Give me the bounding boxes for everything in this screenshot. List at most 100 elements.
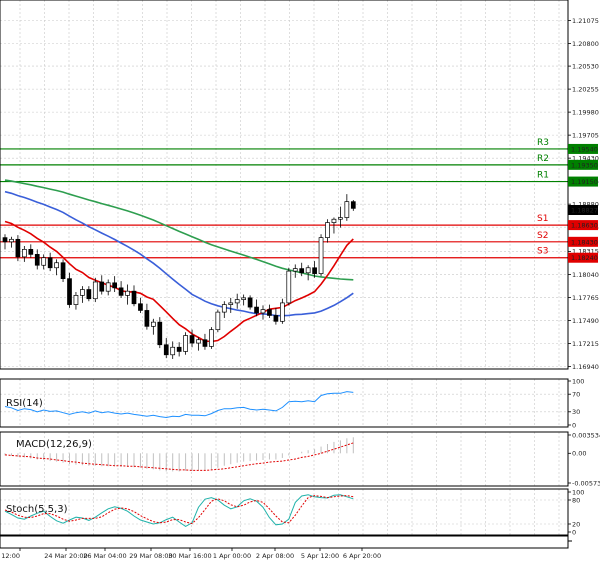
ma-fast-line bbox=[4, 220, 354, 343]
candles bbox=[2, 194, 356, 359]
candle-bear bbox=[47, 257, 53, 269]
candle-bull bbox=[92, 281, 98, 300]
pivot-price-label: 1.18630 bbox=[571, 222, 598, 230]
pivot-price-tag bbox=[568, 236, 598, 247]
macd-label: MACD(12,26,9) bbox=[16, 439, 92, 450]
candle-bull bbox=[331, 218, 337, 223]
pivot-price-label: 1.19350 bbox=[571, 161, 598, 169]
pivot-price-tag bbox=[568, 252, 598, 263]
candle-bear bbox=[247, 297, 253, 308]
axis-tick-label: 20 bbox=[572, 520, 580, 528]
axis-tick-label: 1.20800 bbox=[572, 40, 599, 48]
rsi-pane: RSI(14) 100 70 30 0 bbox=[0, 377, 584, 429]
candle-bull bbox=[54, 262, 59, 269]
time-axis-label: 2 Apr 08:00 bbox=[256, 552, 294, 560]
time-axis-label: 23 Mar 12:00 bbox=[0, 552, 20, 560]
candle-bull bbox=[209, 329, 214, 347]
main-price-axis: 1.21075 1.20800 1.20530 1.20255 1.19980 1.197… bbox=[568, 17, 599, 371]
axis-tick-label: 0 bbox=[572, 528, 576, 536]
candle-bear bbox=[350, 201, 356, 209]
candle-bull bbox=[292, 268, 298, 272]
axis-tick-label: 0.003534 bbox=[572, 431, 600, 439]
candle-bull bbox=[228, 302, 234, 305]
candle-bear bbox=[144, 310, 150, 327]
macd-signal-path bbox=[4, 442, 354, 471]
pivot-level-label: S2 bbox=[537, 231, 548, 241]
time-axis-label: 26 Mar 04:00 bbox=[83, 552, 126, 560]
candle-bear bbox=[28, 249, 34, 255]
candle-bull bbox=[125, 290, 130, 296]
pivot-price-tag bbox=[568, 159, 598, 170]
pivot-price-label: 1.19150 bbox=[571, 178, 598, 186]
axis-tick-label: 1.20530 bbox=[572, 62, 599, 70]
axis-tick-label: 1.18040 bbox=[572, 271, 599, 279]
stoch-main-line bbox=[4, 494, 354, 527]
rsi-line bbox=[4, 391, 354, 419]
candle-bear bbox=[2, 237, 8, 243]
candle-bull bbox=[286, 270, 292, 304]
stoch-grid bbox=[0, 489, 568, 535]
rsi-line-path bbox=[4, 391, 354, 419]
time-axis-label: 5 Apr 12:00 bbox=[301, 552, 339, 560]
candle-bear bbox=[60, 262, 66, 279]
axis-tick-label: 1.18315 bbox=[572, 248, 599, 256]
time-axis-label: 30 Mar 16:00 bbox=[168, 552, 211, 560]
axis-tick-label: 30 bbox=[572, 408, 580, 416]
pivot-price-tag bbox=[568, 220, 598, 231]
axis-tick-label: 1.21075 bbox=[572, 17, 599, 25]
pivot-level-label: R2 bbox=[537, 154, 549, 164]
axis-tick-label: -0.005735 bbox=[572, 479, 600, 487]
stoch-label: Stoch(5,5,3) bbox=[6, 504, 68, 515]
candle-bull bbox=[241, 297, 246, 300]
macd-pane: MACD(12,26,9) 0.003534 0.00 -0.005735 bbox=[0, 431, 600, 487]
candle-bear bbox=[312, 267, 317, 274]
candle-bull bbox=[73, 295, 79, 305]
candle-bear bbox=[131, 290, 137, 305]
axis-tick-label: 100 bbox=[572, 488, 584, 496]
candle-bear bbox=[86, 289, 92, 300]
candle-bear bbox=[273, 315, 279, 322]
candle-bear bbox=[15, 238, 21, 258]
stoch-lines bbox=[4, 494, 354, 527]
pivot-price-tag bbox=[568, 176, 598, 187]
candle-bull bbox=[9, 238, 14, 243]
current-price-label: 1.18827 bbox=[571, 207, 598, 215]
candle-bull bbox=[41, 257, 47, 266]
candle-bull bbox=[22, 249, 27, 258]
axis-tick-label: 0 bbox=[572, 421, 576, 429]
candle-bull bbox=[305, 267, 311, 274]
macd-axis: 0.003534 0.00 -0.005735 bbox=[568, 431, 600, 487]
level-price-tags: 1.19540 1.19350 1.19150 1.18630 1.18430 1.182… bbox=[568, 143, 598, 263]
candle-bull bbox=[80, 289, 85, 296]
candle-bull bbox=[234, 299, 240, 304]
macd-signal-line bbox=[4, 442, 354, 471]
axis-tick-label: 1.17215 bbox=[572, 340, 599, 348]
candle-bull bbox=[318, 237, 324, 274]
pivot-level-label: R3 bbox=[537, 138, 549, 148]
candle-bull bbox=[170, 346, 176, 356]
rsi-grid bbox=[0, 379, 568, 427]
time-axis-label: 29 Mar 08:00 bbox=[129, 552, 172, 560]
axis-tick-label: 1.19705 bbox=[572, 131, 599, 139]
candle-bear bbox=[138, 303, 143, 311]
axis-tick-label: 80 bbox=[572, 496, 580, 504]
axis-tick-label: 100 bbox=[572, 377, 584, 385]
ma-mid-line bbox=[4, 190, 354, 317]
rsi-label: RSI(14) bbox=[6, 398, 43, 409]
pivot-level-label: S3 bbox=[537, 247, 548, 257]
candle-bull bbox=[280, 302, 285, 322]
rsi-axis: 100 70 30 0 bbox=[568, 377, 584, 429]
candle-bear bbox=[34, 254, 40, 266]
axis-tick-label: 0.00 bbox=[572, 450, 586, 458]
axis-tick-label: 1.19430 bbox=[572, 154, 599, 162]
candle-bull bbox=[344, 201, 350, 218]
candle-bear bbox=[202, 339, 208, 347]
candle-bear bbox=[299, 268, 305, 274]
candle-bull bbox=[215, 311, 221, 331]
pivot-price-label: 1.18240 bbox=[571, 254, 598, 262]
time-axis-label: 6 Apr 20:00 bbox=[343, 552, 381, 560]
candle-bull bbox=[151, 321, 156, 327]
candle-bear bbox=[99, 281, 105, 292]
empty-indicator-pane bbox=[0, 535, 569, 549]
